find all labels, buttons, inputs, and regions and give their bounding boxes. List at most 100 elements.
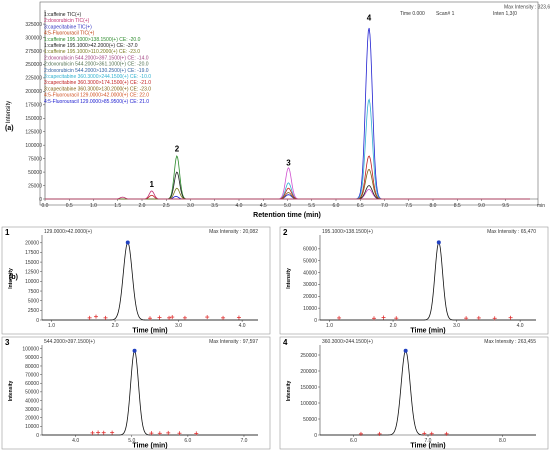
- max-intensity-label: Max Intensity : 263,455: [484, 339, 536, 345]
- x-tick-label: 6.0: [184, 438, 191, 444]
- y-tick-label: 250000: [25, 62, 42, 68]
- x-axis-label: Time (min): [132, 328, 167, 335]
- time-readout: Time 0.000: [400, 11, 425, 17]
- y-tick-label: 2500: [28, 308, 39, 314]
- y-axis-label: Intensity: [8, 268, 14, 289]
- y-tick-label: 300000: [25, 35, 42, 41]
- panel-number: 1: [5, 228, 10, 237]
- x-axis-label: Time (min): [132, 443, 167, 450]
- legend-entry: 2:doxorubicin 544.2000>361.1000(+) CE: -…: [44, 62, 149, 68]
- y-tick-label: 100000: [22, 347, 39, 353]
- y-axis-label: Intensity: [286, 268, 292, 289]
- legend-entry: 4:5-Fluorouracil 129.0000>85.9500(+) CE:…: [44, 99, 149, 105]
- panel-frame: [279, 336, 549, 450]
- y-tick-label: 150000: [300, 385, 317, 391]
- y-tick-label: 200000: [25, 89, 42, 95]
- x-tick-label: 0.0: [42, 203, 49, 209]
- y-tick-label: 40000: [303, 270, 317, 276]
- legend-entry: 3:capecitabine 360.3000>174.1500(+) CE: …: [44, 80, 151, 86]
- y-tick-label: 30000: [303, 282, 317, 288]
- chromatogram-trace: [42, 350, 258, 436]
- legend-entry: 2:doxorubicin 544.2000>397.1500(+) CE: -…: [44, 55, 149, 61]
- panel-label-b: (b): [9, 274, 18, 281]
- x-tick-label: 4.5: [260, 203, 267, 209]
- x-tick-label: 6.0: [333, 203, 340, 209]
- y-tick-label: 20000: [303, 294, 317, 300]
- x-tick-label: 3.5: [211, 203, 218, 209]
- max-intensity-label: Max Intensity : 323,687: [504, 5, 550, 11]
- panel-number: 2: [283, 228, 288, 237]
- y-tick-label: 15000: [25, 260, 39, 266]
- y-tick-label: 80000: [25, 364, 39, 370]
- y-tick-label: 325000: [25, 22, 42, 28]
- series-line: [45, 190, 530, 200]
- overlay-chromatogram: Max Intensity : 323,687 Time 0.000 Scan# 1…: [5, 1, 550, 219]
- chromatogram-trace: [320, 241, 536, 321]
- x-tick-label: 1.0: [326, 323, 333, 329]
- panel-frame: [1, 226, 271, 335]
- y-tick-label: 200000: [300, 369, 317, 375]
- x-tick-label: 4.0: [236, 203, 243, 209]
- x-tick-label: 2.0: [390, 323, 397, 329]
- x-tick-label: 3.0: [453, 323, 460, 329]
- y-tick-label: 60000: [303, 247, 317, 253]
- transition-label: 129.0000>42.0000(+): [44, 229, 92, 235]
- y-tick-label: 7500: [28, 289, 39, 295]
- panel-number: 4: [283, 338, 288, 347]
- x-axis-label: Retention time (min): [253, 212, 321, 219]
- legend-entry: 1:caffeine 195.1000>138.1500(+) CE: -20.…: [44, 37, 141, 43]
- x-tick-label: 8.5: [454, 203, 461, 209]
- x-tick-label: 3.0: [187, 203, 194, 209]
- x-tick-label: 9.0: [478, 203, 485, 209]
- inten-readout: Inten 1,3(0: [493, 11, 517, 17]
- y-tick-label: 25000: [28, 183, 42, 189]
- x-tick-label: 4.0: [72, 438, 79, 444]
- y-tick-label: 275000: [25, 49, 42, 55]
- x-tick-label: 7.5: [405, 203, 412, 209]
- legend-entry: 2:doxorubicin TIC(+): [44, 18, 90, 24]
- panel-number: 3: [5, 338, 10, 347]
- max-intensity-label: Max Intensity : 97,597: [209, 339, 258, 345]
- y-tick-label: 40000: [25, 398, 39, 404]
- x-tick-label: 6.0: [350, 438, 357, 444]
- legend-entry: 3:capecitabine TIC(+): [44, 24, 92, 30]
- peak-label-2: 2: [175, 145, 180, 154]
- y-tick-label: 20000: [25, 241, 39, 247]
- y-tick-label: 0: [36, 433, 39, 439]
- legend-entry: 1:caffeine TIC(+): [44, 12, 82, 18]
- y-tick-label: 10000: [25, 279, 39, 285]
- x-tick-label: 3.0: [175, 323, 182, 329]
- y-axis-label: Intensity: [6, 101, 12, 123]
- x-tick-label: 4.0: [517, 323, 524, 329]
- y-tick-label: 0: [36, 318, 39, 324]
- x-tick-label: 5.5: [308, 203, 315, 209]
- y-tick-label: 175000: [25, 103, 42, 109]
- chromatogram-trace: [320, 349, 536, 436]
- y-tick-label: 0: [314, 433, 317, 439]
- legend-entry: 1:caffeine 195.1000>42.2000(+) CE: -37.0: [44, 43, 138, 49]
- y-tick-label: 20000: [25, 416, 39, 422]
- x-unit: min: [537, 203, 545, 209]
- x-tick-label: 2.0: [112, 323, 119, 329]
- legend-entry: 4:5-Fluorouracil 129.0000>42.0000(+) CE:…: [44, 93, 149, 99]
- x-tick-label: 7.0: [425, 438, 432, 444]
- legend-entry: 1:caffeine 195.1000>110.2000(+) CE: -23.…: [44, 49, 140, 55]
- mrm-panel-4: 4 360.3000>244.1500(+) Max Intensity : 263…: [279, 336, 549, 450]
- x-axis-label: Time (min): [410, 328, 445, 335]
- y-tick-label: 0: [314, 318, 317, 324]
- max-intensity-label: Max Intensity : 20,082: [209, 229, 258, 235]
- legend-entry: 4:5-Fluorouracil TIC(+): [44, 31, 95, 37]
- y-tick-label: 10000: [303, 306, 317, 312]
- peak-apex-marker: [125, 240, 130, 245]
- y-tick-label: 12500: [25, 270, 39, 276]
- y-tick-label: 225000: [25, 76, 42, 82]
- x-axis-label: Time (min): [410, 443, 445, 450]
- legend-entry: 2:doxorubicin 544.2000>130.2500(+) CE: -…: [44, 68, 149, 74]
- x-tick-label: 8.0: [499, 438, 506, 444]
- x-tick-label: 1.5: [114, 203, 121, 209]
- panel-label-a: (a): [5, 125, 14, 132]
- legend-entry: 3:capecitabine 360.3000>244.1500(+) CE: …: [44, 74, 151, 80]
- x-tick-label: 6.5: [357, 203, 364, 209]
- transition-label: 544.2000>397.1500(+): [44, 339, 95, 345]
